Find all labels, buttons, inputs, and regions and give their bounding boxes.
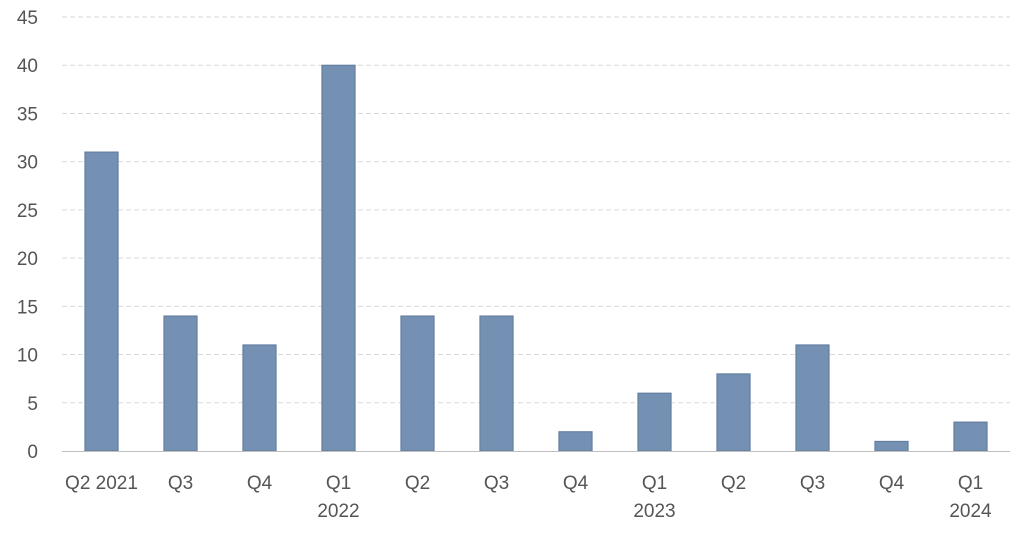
bar bbox=[242, 344, 277, 452]
y-tick-label: 25 bbox=[17, 201, 38, 222]
bar bbox=[716, 373, 751, 452]
x-tick-label: Q3 bbox=[168, 473, 193, 494]
y-tick-label: 5 bbox=[27, 394, 38, 415]
x-tick-label: Q2 2021 bbox=[65, 473, 138, 494]
y-tick-label: 45 bbox=[17, 8, 38, 29]
x-tick-label: 2024 bbox=[949, 501, 992, 522]
x-tick-label: Q1 bbox=[958, 473, 983, 494]
bar bbox=[874, 440, 909, 452]
gridlines bbox=[62, 16, 1010, 404]
x-tick-label: Q4 bbox=[563, 473, 589, 494]
x-tick-label: Q3 bbox=[800, 473, 825, 494]
x-tick-label: Q4 bbox=[247, 473, 273, 494]
bar bbox=[400, 315, 435, 452]
x-tick-label: Q3 bbox=[484, 473, 509, 494]
y-tick-label: 20 bbox=[17, 249, 38, 270]
x-tick-label: 2023 bbox=[633, 501, 675, 522]
y-tick-label: 0 bbox=[27, 442, 38, 463]
x-axis-ticks: Q2 2021 Q3 Q4 Q1 2022 Q2 Q3 Q4 Q1 2023 Q2 Q3 Q4 Q1 202… bbox=[65, 473, 992, 522]
bar bbox=[321, 64, 356, 452]
bar bbox=[637, 392, 672, 452]
x-tick-label: Q2 bbox=[405, 473, 430, 494]
y-axis-ticks: 0 5 10 15 20 25 30 35 40 45 bbox=[17, 8, 38, 463]
x-tick-label: Q4 bbox=[879, 473, 905, 494]
x-tick-label: Q1 bbox=[642, 473, 667, 494]
y-tick-label: 35 bbox=[17, 104, 38, 125]
x-tick-label: Q1 bbox=[326, 473, 351, 494]
bars bbox=[84, 64, 988, 452]
bar bbox=[163, 315, 198, 452]
y-tick-label: 10 bbox=[17, 346, 38, 367]
x-tick-label: Q2 bbox=[721, 473, 746, 494]
x-tick-label: 2022 bbox=[317, 501, 359, 522]
y-tick-label: 15 bbox=[17, 297, 38, 318]
y-tick-label: 30 bbox=[17, 153, 38, 174]
bar bbox=[84, 151, 119, 452]
bar bbox=[953, 421, 988, 452]
y-tick-label: 40 bbox=[17, 56, 38, 77]
bar bbox=[795, 344, 830, 452]
bar bbox=[558, 431, 593, 452]
bar bbox=[479, 315, 514, 452]
